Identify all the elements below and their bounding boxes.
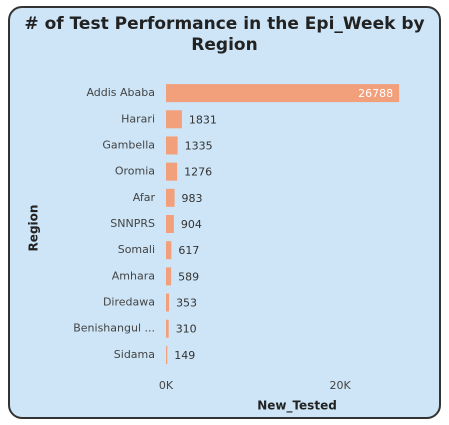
bar [166,84,400,103]
y-tick-label: Gambella [102,138,155,151]
x-tick-label: 20K [329,379,351,392]
data-label: 149 [174,349,195,362]
x-tick-label: 0K [159,379,174,392]
y-tick-label: Diredawa [103,296,155,309]
y-tick-label: SNNPRS [110,217,155,230]
y-tick-label: Addis Ababa [86,86,155,99]
y-tick-label: Harari [121,112,155,125]
data-label: 353 [176,297,197,310]
y-tick-label: Afar [133,191,156,204]
data-label: 983 [182,192,203,205]
bar [166,267,172,286]
bar [166,319,169,338]
bar [166,215,174,233]
y-tick-label: Amhara [112,269,155,282]
y-tick-label: Somali [118,243,155,256]
y-axis-label: Region [27,205,41,252]
bar [166,293,170,312]
bar [166,345,168,364]
data-label: 1831 [189,113,217,126]
data-label: 617 [178,244,199,257]
bar [166,188,175,207]
x-axis-label: New_Tested [257,399,337,414]
data-label: 1276 [184,166,212,179]
chart-panel [8,6,441,419]
bar [166,136,178,155]
data-label: 26788 [358,87,393,100]
data-label: 1335 [185,139,213,152]
y-tick-label: Oromia [115,165,155,178]
bar [166,162,178,181]
bar [166,110,182,129]
chart-title: # of Test Performance in the Epi_Week by… [24,14,425,55]
y-tick-label: Benishangul ... [73,322,155,335]
data-label: 904 [181,218,202,231]
y-tick-label: Sidama [114,348,155,361]
data-label: 589 [178,270,199,283]
bar [166,241,172,260]
data-label: 310 [176,323,197,336]
